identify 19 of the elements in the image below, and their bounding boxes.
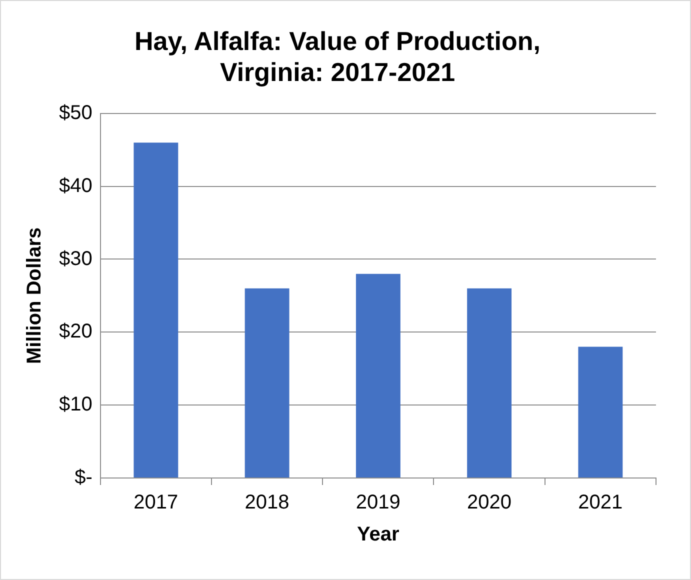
x-tick-label: 2021 xyxy=(578,492,623,514)
bar xyxy=(244,288,290,478)
bar xyxy=(578,346,623,478)
y-tick-label: $20 xyxy=(58,320,92,343)
y-tick-label: $10 xyxy=(58,394,92,416)
y-tick-label: $50 xyxy=(58,102,92,124)
x-tick-label: 2019 xyxy=(356,492,400,514)
x-tick-label: 2018 xyxy=(244,492,290,514)
y-tick-label: $30 xyxy=(58,248,92,270)
chart-title: Hay, Alfalfa: Value of Production, Virginia: 2017-2021 xyxy=(134,26,540,87)
y-tick-label: $- xyxy=(74,466,92,489)
x-axis-title: Year xyxy=(357,524,400,546)
x-tick-label: 2017 xyxy=(134,492,178,514)
bar xyxy=(467,288,512,478)
x-tick-label: 2020 xyxy=(467,492,512,514)
y-axis-title: Million Dollars xyxy=(24,227,46,364)
y-tick-label: $40 xyxy=(58,174,92,197)
bar xyxy=(134,142,178,478)
bar xyxy=(356,274,400,478)
